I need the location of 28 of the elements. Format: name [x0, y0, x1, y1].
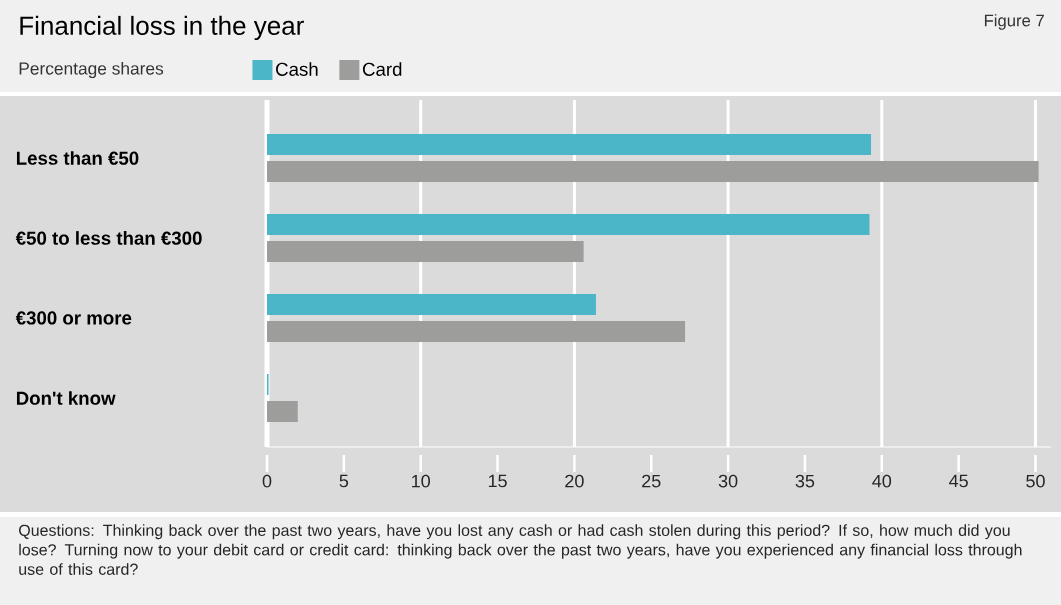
bar	[267, 400, 298, 422]
text: Questions: Thinking back over the past two years, have you lost any cash or had cash stolen during this period? If so, how much did you lose? Turning now to your debit card or credit card: thinking back over the past two years, have you experienced any financial loss through use of this card?	[19, 524, 1022, 575]
x-tick-label: 35	[795, 474, 815, 488]
caption: Figure 7	[984, 14, 1044, 30]
bar	[267, 213, 870, 235]
x-tick-label: 15	[488, 474, 507, 488]
x-tick-label: 0	[262, 474, 272, 488]
bar	[267, 240, 584, 262]
text: Percentage shares	[19, 61, 164, 79]
x-tick-label: 45	[949, 474, 968, 488]
chart-title: Financial loss in the year	[20, 15, 304, 41]
bar	[267, 320, 686, 342]
x-tick-label: 30	[718, 474, 738, 488]
y-tick-label: Less than €50	[16, 151, 139, 165]
y-tick-label: €300 or more	[15, 311, 132, 325]
x-tick-label: 20	[565, 474, 584, 488]
y-tick-label: €50 to less than €300	[15, 231, 202, 245]
legend-label: Cash	[276, 62, 318, 76]
x-tick-label: 25	[642, 474, 661, 488]
y-tick-label: Don't know	[16, 391, 116, 405]
bar	[267, 293, 596, 315]
x-tick-label: 10	[412, 474, 430, 488]
legend-label: Card	[362, 62, 402, 76]
x-tick-label: 5	[339, 474, 349, 488]
bar	[267, 160, 1039, 182]
x-tick-label: 40	[872, 474, 892, 488]
x-tick-label: 50	[1026, 474, 1045, 488]
bar	[267, 133, 872, 155]
